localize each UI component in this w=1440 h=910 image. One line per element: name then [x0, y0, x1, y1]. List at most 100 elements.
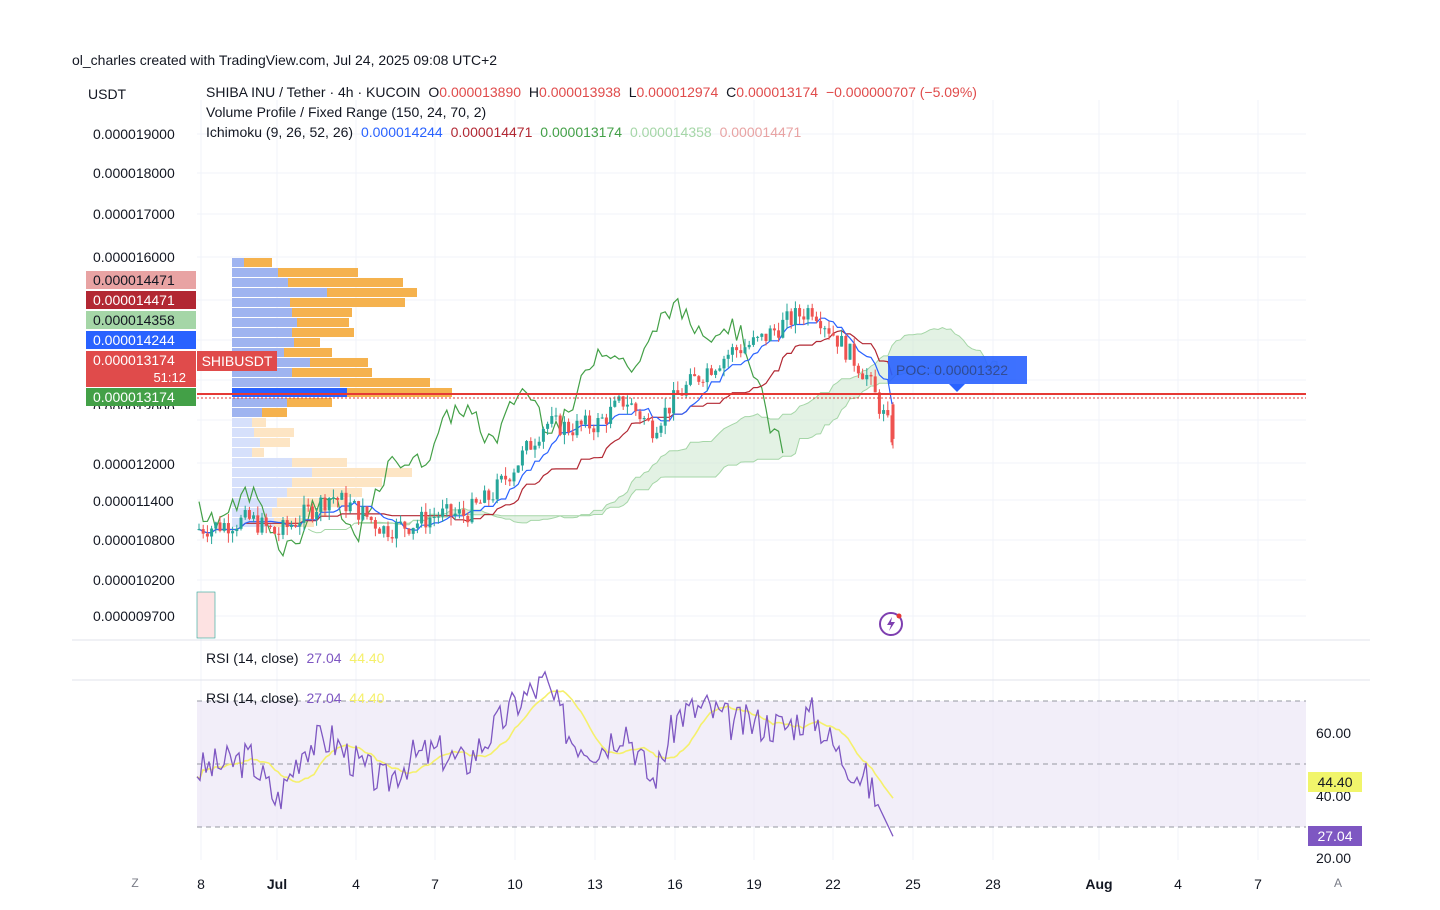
high-label: H: [528, 84, 540, 100]
poc-pointer: [949, 384, 965, 392]
candle-body: [621, 396, 625, 407]
candle-body: [386, 526, 390, 538]
ichimoku-chikou-line: [198, 297, 784, 558]
candle-body: [210, 528, 214, 537]
candle-body: [865, 374, 869, 380]
candle-body: [810, 308, 814, 317]
volume-profile-up-bar: [232, 428, 254, 437]
candle-body: [701, 381, 705, 383]
volume-profile-down-bar: [287, 398, 332, 407]
candle-body: [512, 472, 516, 482]
rsi-value: 27.04: [306, 690, 342, 706]
ichimoku-span-b-tag: 0.000014471: [86, 271, 196, 289]
candle-body: [369, 516, 373, 520]
volume-profile-down-bar: [260, 438, 290, 447]
ichimoku-title: Ichimoku (9, 26, 52, 26): [206, 124, 354, 140]
candle-body: [861, 373, 865, 380]
ichimoku-tenkan-line: [198, 317, 893, 534]
candle-body: [617, 396, 621, 401]
candle-body: [714, 370, 718, 375]
candle-body: [802, 316, 806, 320]
volume-profile-up-bar: [232, 488, 287, 497]
candle-body: [550, 416, 554, 424]
candle-body: [840, 335, 844, 347]
candle-body: [588, 415, 592, 429]
volume-profile-down-bar: [287, 488, 362, 497]
volume-profile-down-bar: [292, 308, 352, 317]
candle-body: [344, 492, 348, 512]
low-value: 0.000012974: [636, 84, 719, 100]
candle-body: [222, 523, 226, 531]
rsi-legend-top[interactable]: RSI (14, close) 27.04 44.40: [206, 650, 388, 666]
candle-body: [277, 533, 281, 535]
candle-body: [525, 441, 529, 451]
auto-scale-button[interactable]: A: [1333, 876, 1342, 890]
candle-body: [592, 428, 596, 433]
volume-profile-up-bar: [232, 368, 292, 377]
volume-profile-down-bar: [340, 378, 430, 387]
candle-body: [516, 465, 520, 473]
candle-body: [268, 525, 272, 528]
candle-body: [806, 308, 810, 320]
volume-profile-up-bar: [232, 278, 288, 287]
lightning-icon[interactable]: [878, 611, 904, 637]
ohlc-legend[interactable]: SHIBA INU / Tether · 4h · KUCOIN O0.0000…: [206, 84, 981, 100]
volume-profile-up-bar: [232, 298, 290, 307]
candle-body: [226, 523, 230, 534]
candle-body: [751, 337, 755, 345]
ichimoku-tenkan-value: 0.000014244: [360, 124, 443, 140]
price-axis-label: 0.000018000: [93, 165, 175, 181]
candle-body: [747, 344, 751, 348]
volume-profile-up-bar: [232, 518, 274, 527]
price-axis-label: 0.000019000: [93, 126, 175, 142]
candle-body: [289, 524, 293, 528]
candle-body: [554, 415, 558, 417]
candle-body: [583, 415, 587, 425]
candle-body: [256, 515, 260, 533]
candle-body: [399, 521, 403, 523]
candle-body: [562, 421, 566, 435]
pair-name: SHIBA INU / Tether · 4h · KUCOIN: [206, 84, 421, 100]
candle-body: [642, 418, 646, 420]
candle-body: [604, 417, 608, 424]
candle-body: [466, 515, 470, 523]
time-axis-tick: 10: [507, 876, 523, 892]
zoom-button[interactable]: Z: [131, 876, 139, 890]
candle-body: [302, 504, 306, 523]
candle-body: [693, 374, 697, 377]
ichimoku-span-a-value: 0.000014358: [629, 124, 712, 140]
rsi-axis-label: 60.00: [1316, 725, 1352, 741]
candle-body: [726, 354, 730, 359]
candle-body: [655, 432, 659, 439]
close-label: C: [726, 84, 737, 100]
rsi-ma-tag: 44.40: [1308, 772, 1362, 792]
volume-profile-down-bar: [288, 278, 403, 287]
price-axis-label: 0.000016000: [93, 249, 175, 265]
candle-body: [596, 418, 600, 433]
ichimoku-legend[interactable]: Ichimoku (9, 26, 52, 26) 0.000014244 0.0…: [206, 124, 805, 140]
candle-body: [672, 390, 676, 414]
candle-body: [252, 515, 256, 519]
rsi-legend[interactable]: RSI (14, close) 27.04 44.40: [206, 690, 388, 706]
candle-body: [634, 403, 638, 412]
candle-body: [600, 417, 604, 419]
candle-body: [798, 308, 802, 317]
volume-profile-down-bar: [272, 508, 327, 517]
rsi-axis-label: 40.00: [1316, 788, 1352, 804]
candle-body: [390, 537, 394, 539]
candle-body: [365, 506, 369, 517]
candle-body: [659, 425, 663, 433]
time-axis-tick: Jul: [266, 876, 288, 892]
candle-body: [856, 365, 860, 374]
candle-body: [743, 347, 747, 354]
time-axis-tick: 19: [746, 876, 762, 892]
poc-label[interactable]: POC: 0.00001322: [888, 356, 1027, 384]
candle-body: [537, 441, 541, 446]
candle-body: [676, 390, 680, 395]
candle-body: [201, 529, 205, 534]
rsi-ma-value: 44.40: [349, 650, 385, 666]
candle-body: [323, 497, 327, 511]
candle-body: [382, 526, 386, 534]
volume-profile-legend[interactable]: Volume Profile / Fixed Range (150, 24, 7…: [206, 104, 487, 120]
